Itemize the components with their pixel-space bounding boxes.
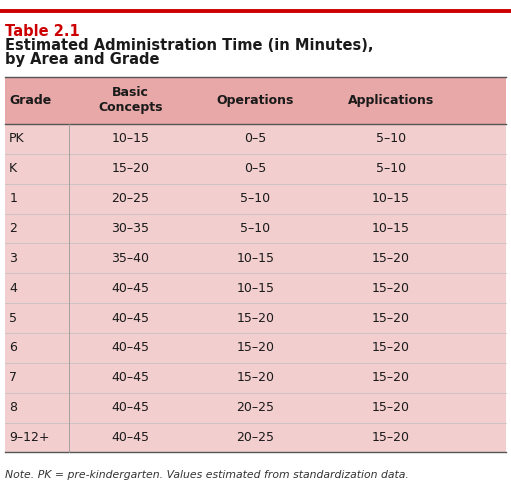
Text: 3: 3 <box>9 252 17 265</box>
Text: 9–12+: 9–12+ <box>9 431 50 444</box>
Text: 40–45: 40–45 <box>111 311 149 324</box>
Text: 40–45: 40–45 <box>111 371 149 384</box>
Text: Table 2.1: Table 2.1 <box>5 24 80 39</box>
Text: 15–20: 15–20 <box>372 371 410 384</box>
Text: 8: 8 <box>9 401 17 414</box>
Text: 20–25: 20–25 <box>237 401 274 414</box>
Text: 20–25: 20–25 <box>237 431 274 444</box>
Text: PK: PK <box>9 132 25 145</box>
Text: 5–10: 5–10 <box>376 132 406 145</box>
Text: 10–15: 10–15 <box>372 192 410 205</box>
Text: 5–10: 5–10 <box>241 192 270 205</box>
Text: 15–20: 15–20 <box>372 431 410 444</box>
Text: 15–20: 15–20 <box>237 371 274 384</box>
Text: Grade: Grade <box>9 94 52 107</box>
Text: 15–20: 15–20 <box>111 162 149 175</box>
Text: Applications: Applications <box>348 94 434 107</box>
Text: Basic
Concepts: Basic Concepts <box>98 86 162 115</box>
Text: 15–20: 15–20 <box>372 401 410 414</box>
Text: 15–20: 15–20 <box>372 311 410 324</box>
Text: 35–40: 35–40 <box>111 252 149 265</box>
Text: Note. PK = pre-kindergarten. Values estimated from standardization data.: Note. PK = pre-kindergarten. Values esti… <box>5 470 409 480</box>
Text: 15–20: 15–20 <box>372 282 410 295</box>
Text: 2: 2 <box>9 222 17 235</box>
Text: 5: 5 <box>9 311 17 324</box>
Text: 15–20: 15–20 <box>237 341 274 354</box>
Text: 10–15: 10–15 <box>372 222 410 235</box>
Text: 40–45: 40–45 <box>111 401 149 414</box>
Text: 15–20: 15–20 <box>372 252 410 265</box>
Text: Operations: Operations <box>217 94 294 107</box>
Text: 6: 6 <box>9 341 17 354</box>
Text: 10–15: 10–15 <box>111 132 149 145</box>
Text: 1: 1 <box>9 192 17 205</box>
Text: 10–15: 10–15 <box>237 282 274 295</box>
Text: by Area and Grade: by Area and Grade <box>5 52 159 67</box>
Text: 40–45: 40–45 <box>111 282 149 295</box>
Text: 15–20: 15–20 <box>237 311 274 324</box>
Text: 30–35: 30–35 <box>111 222 149 235</box>
Text: 0–5: 0–5 <box>244 162 267 175</box>
Text: K: K <box>9 162 17 175</box>
Text: 10–15: 10–15 <box>237 252 274 265</box>
Text: 5–10: 5–10 <box>241 222 270 235</box>
Text: 4: 4 <box>9 282 17 295</box>
Text: 7: 7 <box>9 371 17 384</box>
Text: 0–5: 0–5 <box>244 132 267 145</box>
Text: 20–25: 20–25 <box>111 192 149 205</box>
Text: 5–10: 5–10 <box>376 162 406 175</box>
Text: Estimated Administration Time (in Minutes),: Estimated Administration Time (in Minute… <box>5 38 374 53</box>
Text: 15–20: 15–20 <box>372 341 410 354</box>
Text: 40–45: 40–45 <box>111 341 149 354</box>
Text: 40–45: 40–45 <box>111 431 149 444</box>
